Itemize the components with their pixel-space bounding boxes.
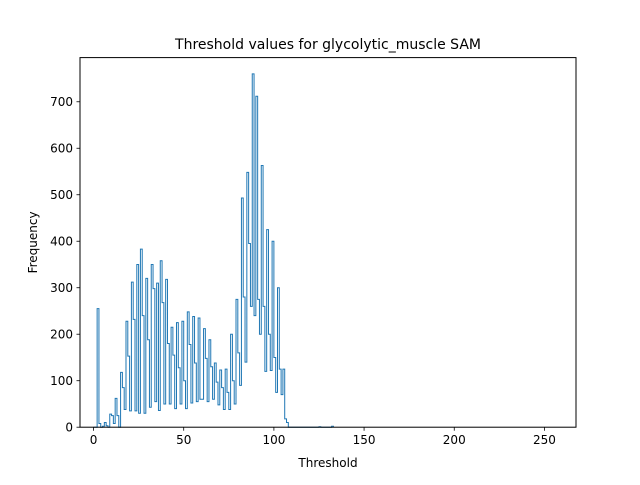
y-tick-label: 300 — [50, 281, 73, 295]
y-tick-label: 600 — [50, 142, 73, 156]
x-axis-label: Threshold — [297, 456, 357, 470]
y-tick-label: 400 — [50, 235, 73, 249]
x-tick-label: 100 — [262, 433, 285, 447]
x-tick-label: 150 — [353, 433, 376, 447]
y-tick-label: 100 — [50, 374, 73, 388]
y-tick-label: 500 — [50, 188, 73, 202]
x-tick-label: 50 — [176, 433, 191, 447]
x-tick-label: 0 — [90, 433, 98, 447]
y-tick-label: 700 — [50, 95, 73, 109]
x-tick-label: 250 — [533, 433, 556, 447]
x-tick-label: 200 — [443, 433, 466, 447]
chart-title: Threshold values for glycolytic_muscle S… — [174, 37, 481, 53]
y-tick-label: 200 — [50, 328, 73, 342]
plot-frame — [79, 57, 577, 428]
histogram-step-line — [93, 73, 334, 428]
y-axis-label: Frequency — [26, 211, 40, 273]
y-tick-label: 0 — [65, 421, 73, 435]
